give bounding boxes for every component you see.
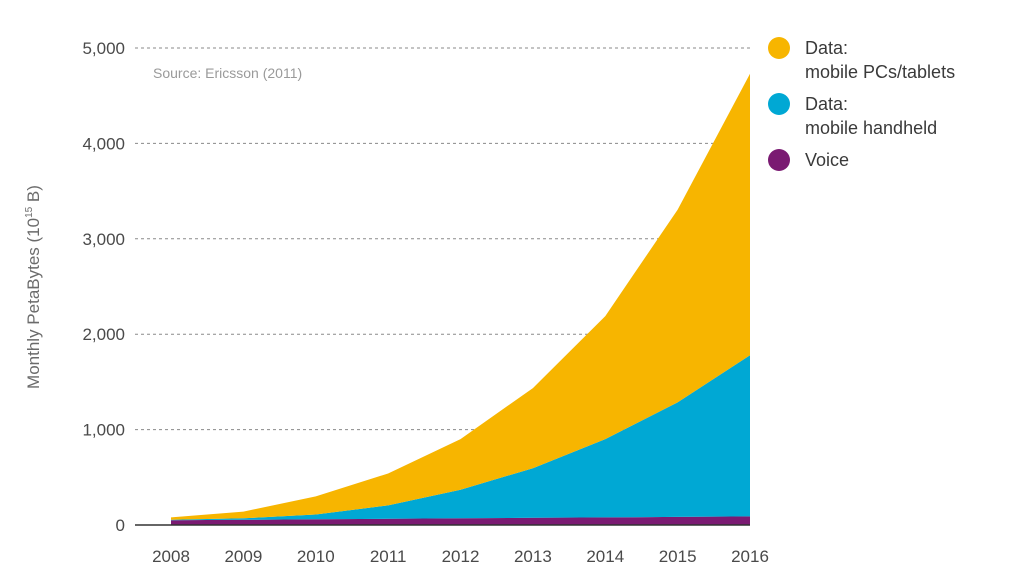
y-axis-title: Monthly PetaBytes (1015 B) [24, 185, 43, 389]
x-tick-label-2014: 2014 [586, 547, 624, 566]
x-tick-label-2010: 2010 [297, 547, 335, 566]
y-tick-label-3000: 3,000 [82, 230, 125, 249]
y-tick-label-5000: 5,000 [82, 39, 125, 58]
x-tick-label-2012: 2012 [442, 547, 480, 566]
y-tick-labels: 0 1,000 2,000 3,000 4,000 5,000 [82, 39, 125, 535]
area-series-data-mobile-handheld [171, 355, 750, 521]
x-tick-label-2009: 2009 [224, 547, 262, 566]
y-axis-title-suffix: B) [24, 185, 43, 207]
y-axis-title-prefix: Monthly PetaBytes (10 [24, 218, 43, 389]
x-tick-label-2011: 2011 [370, 547, 407, 566]
y-tick-label-1000: 1,000 [82, 421, 125, 440]
x-tick-labels: 2008 2009 2010 2011 2012 2013 2014 2015 2016 [152, 547, 769, 566]
legend-item-voice: Voice [768, 149, 849, 171]
x-tick-label-2016: 2016 [731, 547, 769, 566]
x-tick-label-2015: 2015 [659, 547, 697, 566]
y-axis-title-superscript: 15 [24, 206, 35, 218]
legend-item-data-mobile-pcs-tablets: Data: mobile PCs/tablets [768, 37, 955, 82]
legend-swatch-data-mobile-pcs-tablets [768, 37, 790, 59]
legend-label-data-mobile-handheld-line-1: Data: [805, 94, 848, 114]
legend-label-data-mobile-pcs-tablets-line-1: Data: [805, 38, 848, 58]
legend-item-data-mobile-handheld: Data: mobile handheld [768, 93, 937, 138]
y-tick-label-0: 0 [116, 516, 125, 535]
legend: Data: mobile PCs/tablets Data: mobile handh… [768, 37, 955, 171]
legend-label-data-mobile-pcs-tablets-line-2: mobile PCs/tablets [805, 62, 955, 82]
legend-swatch-data-mobile-handheld [768, 93, 790, 115]
area-series-voice [171, 516, 750, 525]
legend-swatch-voice [768, 149, 790, 171]
source-note: Source: Ericsson (2011) [153, 65, 302, 81]
x-tick-label-2013: 2013 [514, 547, 552, 566]
legend-label-voice-line-1: Voice [805, 150, 849, 170]
legend-label-data-mobile-handheld-line-2: mobile handheld [805, 118, 937, 138]
stacked-areas [171, 73, 750, 525]
y-tick-label-2000: 2,000 [82, 325, 125, 344]
area-series-data-mobile-pcs-tablets [171, 73, 750, 520]
y-tick-label-4000: 4,000 [82, 134, 125, 153]
x-tick-label-2008: 2008 [152, 547, 190, 566]
